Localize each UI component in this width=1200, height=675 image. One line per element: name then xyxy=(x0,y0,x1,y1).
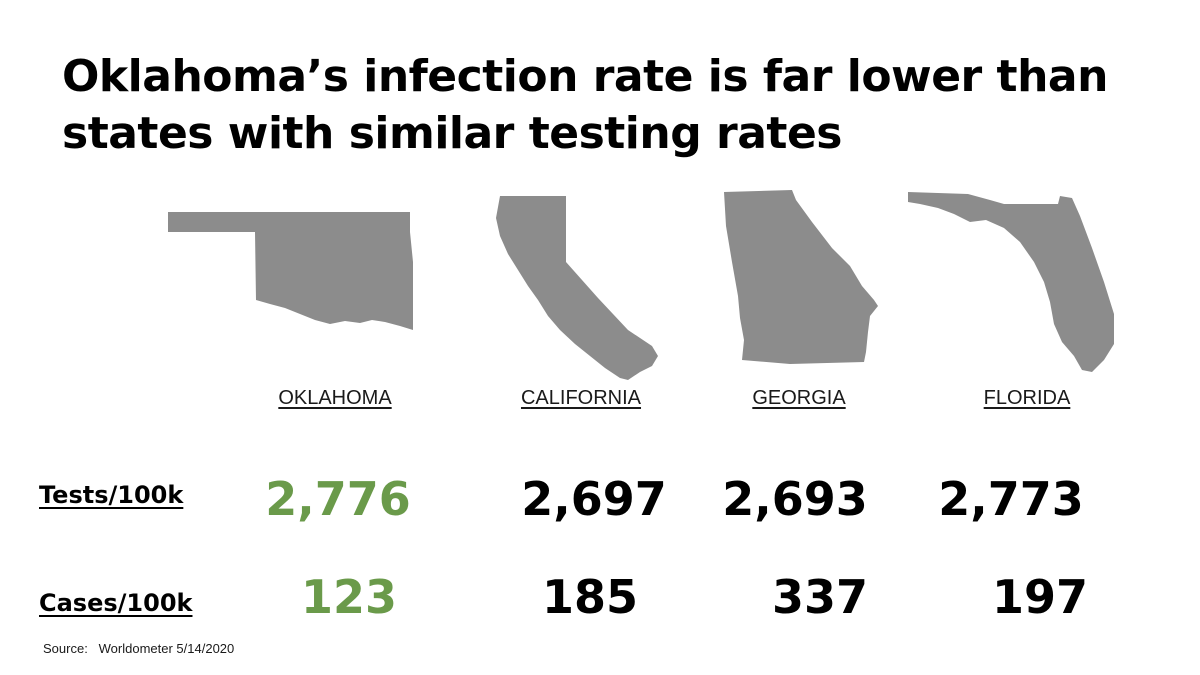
column-header-california: CALIFORNIA xyxy=(520,387,642,409)
cases-value-georgia: 337 xyxy=(771,570,869,624)
tests-value-california: 2,697 xyxy=(521,472,667,526)
tests-value-florida: 2,773 xyxy=(938,472,1084,526)
oklahoma-map-icon xyxy=(168,212,413,330)
cases-value-california: 185 xyxy=(541,570,639,624)
row-label-tests: Tests/100k xyxy=(39,481,184,509)
column-header-florida: FLORIDA xyxy=(983,387,1071,409)
cases-value-oklahoma: 123 xyxy=(300,570,398,624)
tests-value-oklahoma: 2,776 xyxy=(265,472,411,526)
row-label-cases: Cases/100k xyxy=(39,589,193,617)
tests-value-georgia: 2,693 xyxy=(722,472,868,526)
column-header-oklahoma: OKLAHOMA xyxy=(278,387,392,409)
chart-title: Oklahoma’s infection rate is far lower t… xyxy=(62,51,1108,159)
cases-value-florida: 197 xyxy=(991,570,1089,624)
florida-map-icon xyxy=(908,192,1114,372)
california-map-icon xyxy=(496,196,658,380)
column-header-georgia: GEORGIA xyxy=(752,387,846,409)
source-note: Source: Worldometer 5/14/2020 xyxy=(43,641,235,656)
georgia-map-icon xyxy=(724,190,878,364)
